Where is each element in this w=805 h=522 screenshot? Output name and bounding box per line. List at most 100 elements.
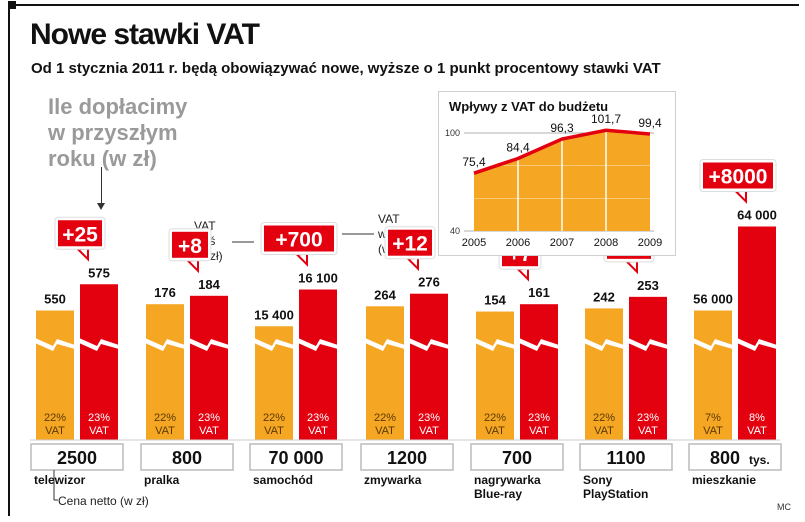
bar-value-label: 184 bbox=[198, 277, 220, 292]
bar-vat-2011 bbox=[520, 304, 558, 440]
vat-rate-suffix: VAT bbox=[747, 425, 767, 437]
vat-rate-suffix: VAT bbox=[89, 425, 109, 437]
bar-vat-2011 bbox=[629, 296, 667, 440]
legend-arrow-head bbox=[97, 203, 105, 210]
bar-value-label: 242 bbox=[593, 289, 615, 304]
category-label: Blue-ray bbox=[474, 487, 522, 501]
vat-rate-label: 22% bbox=[484, 412, 506, 424]
inset-chart-title: Wpływy z VAT do budżetu bbox=[449, 99, 609, 114]
net-price-box bbox=[30, 443, 124, 471]
legend-question-line: roku (w zł) bbox=[48, 146, 157, 171]
y-tick-label: 40 bbox=[450, 226, 460, 236]
bar-value-label: 64 000 bbox=[737, 208, 777, 223]
bar-value-label: 264 bbox=[374, 287, 396, 302]
data-label: 75,4 bbox=[462, 155, 486, 169]
difference-label: +700 bbox=[275, 229, 322, 252]
category-label: nagrywarka bbox=[474, 473, 541, 487]
vat-rate-label: 23% bbox=[637, 412, 659, 424]
bar-break-mark bbox=[254, 338, 294, 351]
net-price-suffix: tys. bbox=[749, 453, 770, 467]
bar-value-label: 161 bbox=[528, 285, 550, 300]
note-net-price: Cena netto (w zł) bbox=[58, 494, 149, 508]
vat-rate-suffix: VAT bbox=[485, 425, 505, 437]
bar-value-label: 575 bbox=[88, 265, 110, 280]
vat-rate-suffix: VAT bbox=[199, 425, 219, 437]
net-price-value: 1100 bbox=[606, 448, 645, 468]
badge-pointer bbox=[294, 252, 308, 267]
vat-rate-suffix: VAT bbox=[375, 425, 395, 437]
bar-vat-today bbox=[146, 304, 184, 440]
bar-break-mark bbox=[409, 338, 449, 351]
legend-question-line: Ile dopłacimy bbox=[48, 94, 188, 119]
vat-rate-suffix: VAT bbox=[264, 425, 284, 437]
vat-rate-suffix: VAT bbox=[419, 425, 439, 437]
bar-vat-2011 bbox=[738, 226, 776, 440]
difference-badge bbox=[703, 162, 773, 189]
badge-pointer bbox=[185, 258, 199, 274]
vat-rate-label: 23% bbox=[307, 412, 329, 424]
category-label: samochód bbox=[253, 473, 313, 487]
vat-rate-label: 7% bbox=[705, 412, 721, 424]
bar-vat-today bbox=[366, 306, 404, 440]
vat-rate-suffix: VAT bbox=[703, 425, 723, 437]
legend-question-line: w przyszłym bbox=[48, 120, 178, 145]
bar-value-label: 16 100 bbox=[298, 271, 338, 286]
bar-vat-2011 bbox=[410, 293, 448, 440]
bar-vat-2011 bbox=[80, 284, 118, 440]
bar-value-label: 253 bbox=[637, 278, 659, 293]
net-price-box bbox=[360, 443, 454, 471]
badge-pointer bbox=[624, 259, 638, 275]
vat-rate-suffix: VAT bbox=[638, 425, 658, 437]
badge-pointer bbox=[405, 256, 419, 272]
x-tick-label: 2009 bbox=[638, 237, 662, 249]
net-price-value: 700 bbox=[502, 448, 532, 468]
legend-question: Ile dopłacimy w przyszłym roku (w zł) bbox=[48, 94, 187, 172]
category-label: mieszkanie bbox=[692, 473, 756, 487]
vat-rate-label: 22% bbox=[154, 412, 176, 424]
difference-label: +8 bbox=[178, 235, 202, 258]
data-label: 99,4 bbox=[638, 116, 662, 130]
bar-vat-today bbox=[36, 310, 74, 440]
category-label: pralka bbox=[144, 473, 180, 487]
net-price-box bbox=[688, 443, 782, 471]
difference-label: +8000 bbox=[709, 166, 768, 189]
category-label: zmywarka bbox=[364, 473, 422, 487]
vat-rate-suffix: VAT bbox=[45, 425, 65, 437]
vat-rate-label: 22% bbox=[593, 412, 615, 424]
category-label: Sony bbox=[583, 473, 613, 487]
data-label: 101,7 bbox=[591, 112, 621, 126]
difference-label: +25 bbox=[62, 223, 98, 246]
badge-pointer bbox=[515, 267, 529, 282]
bar-value-label: 176 bbox=[154, 285, 176, 300]
bar-vat-2011 bbox=[190, 295, 228, 440]
vat-rate-label: 22% bbox=[374, 412, 396, 424]
vat-rate-suffix: VAT bbox=[155, 425, 175, 437]
credit: MC bbox=[777, 502, 791, 512]
data-label: 96,3 bbox=[550, 121, 574, 135]
bar-value-label: 550 bbox=[44, 292, 66, 307]
vat-rate-label: 22% bbox=[44, 412, 66, 424]
net-price-box bbox=[249, 443, 343, 471]
net-price-box bbox=[470, 443, 564, 471]
x-tick-label: 2007 bbox=[550, 237, 574, 249]
bar-value-label: 154 bbox=[484, 293, 506, 308]
bar-vat-2011 bbox=[299, 289, 337, 440]
bar-value-label: 56 000 bbox=[693, 292, 733, 307]
bar-break-mark bbox=[365, 338, 405, 351]
vat-rate-label: 23% bbox=[528, 412, 550, 424]
vat-rate-suffix: VAT bbox=[529, 425, 549, 437]
vat-rate-label: 23% bbox=[198, 412, 220, 424]
bar-break-mark bbox=[519, 338, 559, 351]
bar-value-label: 276 bbox=[418, 275, 440, 290]
page-title: Nowe stawki VAT bbox=[30, 18, 260, 51]
difference-badge bbox=[388, 229, 432, 256]
badge-pointer bbox=[75, 247, 89, 262]
badge-pointer bbox=[733, 189, 747, 204]
left-rule bbox=[8, 6, 10, 516]
net-price-value: 1200 bbox=[387, 448, 427, 468]
top-rule bbox=[8, 1, 799, 9]
bar-break-mark bbox=[189, 338, 229, 351]
y-tick-label: 100 bbox=[445, 128, 460, 138]
bar-break-mark bbox=[145, 338, 185, 351]
difference-label: +12 bbox=[392, 233, 428, 256]
